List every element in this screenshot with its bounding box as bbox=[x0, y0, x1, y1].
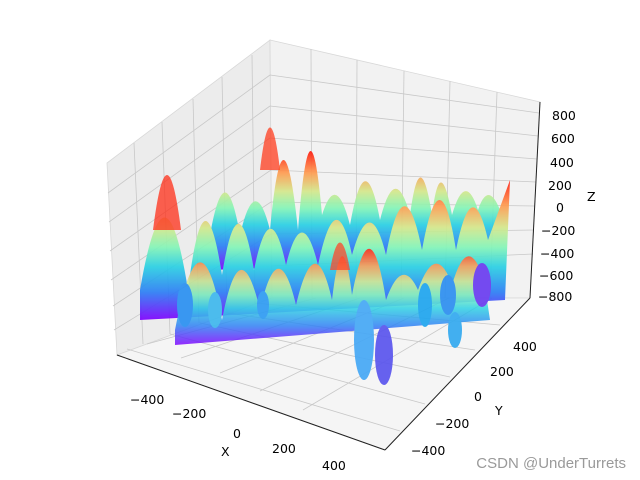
axis-lines bbox=[116, 101, 541, 451]
x-tick: −400 bbox=[130, 392, 164, 407]
x-axis: −400 −200 0 200 400 X bbox=[130, 392, 346, 473]
y-axis-label: Y bbox=[494, 403, 503, 418]
x-axis-label: X bbox=[221, 444, 230, 459]
watermark: CSDN @UnderTurrets bbox=[476, 455, 626, 472]
y-axis: −400 −200 0 200 400 Y bbox=[411, 339, 537, 458]
x-tick: −200 bbox=[172, 406, 206, 421]
z-axis: 800 600 400 200 0 −200 −400 −600 −800 Z bbox=[538, 108, 596, 304]
x-tick: 400 bbox=[322, 458, 346, 473]
z-tick: 200 bbox=[548, 178, 572, 193]
z-tick: −600 bbox=[539, 268, 573, 283]
y-tick: 0 bbox=[474, 389, 482, 404]
z-tick: 800 bbox=[552, 108, 576, 123]
z-tick: 0 bbox=[556, 200, 564, 215]
z-tick: 400 bbox=[550, 155, 574, 170]
surface bbox=[140, 127, 510, 385]
y-tick: −200 bbox=[435, 416, 469, 431]
y-tick: −400 bbox=[411, 443, 445, 458]
x-tick: 200 bbox=[272, 441, 296, 456]
y-tick: 400 bbox=[513, 339, 537, 354]
z-axis-label: Z bbox=[587, 189, 596, 204]
y-tick: 200 bbox=[490, 364, 514, 379]
z-tick: −200 bbox=[541, 223, 575, 238]
z-tick: −400 bbox=[540, 246, 574, 261]
z-tick: 600 bbox=[551, 131, 575, 146]
x-tick: 0 bbox=[233, 426, 241, 441]
z-tick: −800 bbox=[538, 289, 572, 304]
